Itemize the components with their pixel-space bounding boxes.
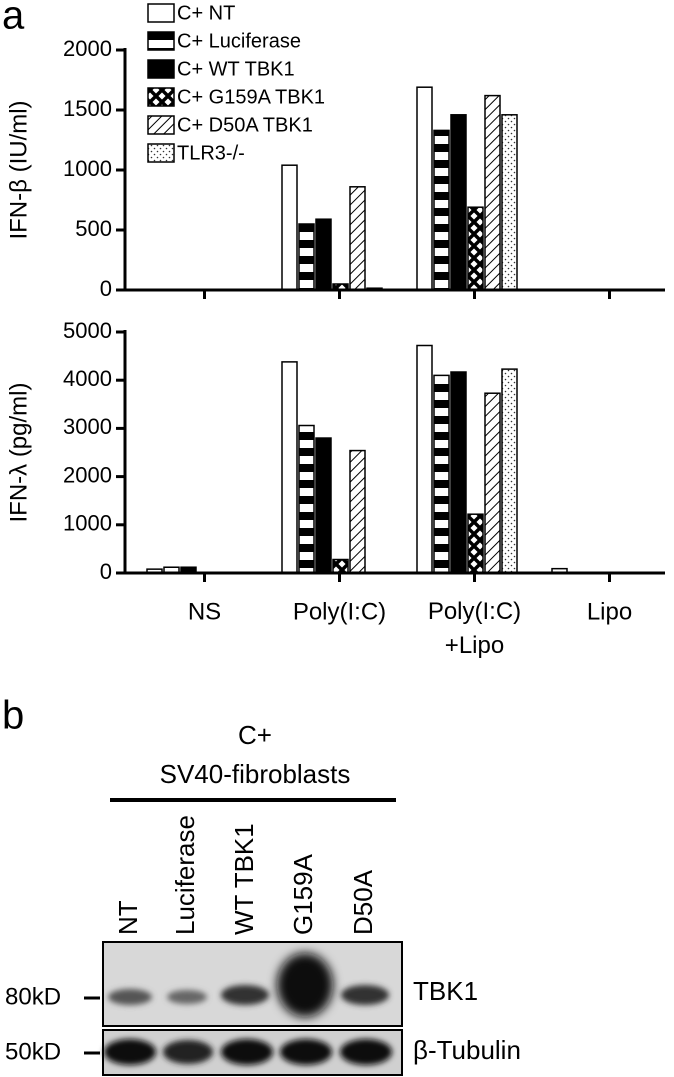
legend-swatch xyxy=(147,143,175,163)
legend-swatch xyxy=(147,115,175,135)
bar xyxy=(501,368,518,574)
x-tick-label-line: Poly(I:C) xyxy=(428,598,521,625)
legend-label: TLR3-/- xyxy=(177,142,245,164)
y-tick-label: 3000 xyxy=(63,414,112,439)
legend-label: C+ G159A TBK1 xyxy=(177,86,325,108)
bar xyxy=(484,94,501,291)
blot-header: SV40-fibroblasts xyxy=(160,759,351,789)
legend-swatch xyxy=(147,3,175,23)
bar xyxy=(450,371,467,574)
y-tick-label: 2000 xyxy=(63,462,112,487)
bar xyxy=(467,206,484,291)
y-tick-label: 1500 xyxy=(63,96,112,121)
marker-label: 80kD xyxy=(5,983,61,1010)
bands xyxy=(104,953,392,1065)
lane-label: Luciferase xyxy=(170,815,200,935)
lane-label: G159A xyxy=(288,853,318,935)
legend-label: C+ NT xyxy=(177,2,235,24)
legend-swatch xyxy=(147,31,175,51)
bar xyxy=(467,513,484,574)
y-tick-label: 2000 xyxy=(63,36,112,61)
legend: C+ NT C+ Luciferase C+ WT TBK1 C+ G159A TBK… xyxy=(147,2,325,164)
panel-label: b xyxy=(2,694,24,738)
x-tick-label: NS xyxy=(188,598,221,625)
bar xyxy=(349,449,366,574)
bar-chart: IFN-λ (pg/ml) 0 1000 2000 3000 4000 5000 NS Poly… xyxy=(5,318,665,659)
bar xyxy=(349,186,366,291)
bar xyxy=(298,223,315,291)
bar xyxy=(433,129,450,291)
bar xyxy=(281,361,298,574)
y-tick-label: 1000 xyxy=(63,511,112,536)
blot-membrane xyxy=(102,941,403,1027)
x-tick-label: Poly(I:C) +Lipo xyxy=(428,598,521,659)
bar-chart: IFN-β (IU/ml) 0 500 1000 1500 2000 C+ NT C+ Luc… xyxy=(5,2,665,301)
lane-label: NT xyxy=(113,900,143,935)
marker-label: 50kD xyxy=(5,1038,61,1065)
western-blot: C+ SV40-fibroblasts 80kD 50kD TBK1 β-Tub… xyxy=(5,720,521,1076)
panel-label: a xyxy=(2,0,25,38)
y-tick-label: 0 xyxy=(100,559,112,584)
y-tick-label: 1000 xyxy=(63,156,112,181)
bar xyxy=(281,164,298,291)
y-tick-label: 500 xyxy=(75,216,112,241)
bar xyxy=(315,218,332,291)
y-tick-label: 4000 xyxy=(63,366,112,391)
charts: IFN-β (IU/ml) 0 500 1000 1500 2000 C+ NT C+ Luc… xyxy=(5,2,665,659)
legend-label: C+ D50A TBK1 xyxy=(177,114,313,136)
bar xyxy=(501,114,518,291)
bar xyxy=(450,114,467,291)
bar xyxy=(416,344,433,574)
x-tick-label: Poly(I:C) xyxy=(293,598,386,625)
bar xyxy=(416,86,433,291)
legend-label: C+ WT TBK1 xyxy=(177,58,295,80)
bar xyxy=(332,558,349,574)
lane-label: D50A xyxy=(348,869,378,935)
bar xyxy=(315,437,332,574)
bar xyxy=(433,374,450,574)
protein-label: TBK1 xyxy=(413,976,478,1006)
lane-labels: NT Luciferase WT TBK1 G159A D50A xyxy=(113,815,378,935)
protein-label: β-Tubulin xyxy=(413,1035,521,1065)
y-axis-label: IFN-λ (pg/ml) xyxy=(5,383,32,523)
legend-swatch xyxy=(147,87,175,107)
legend-swatch xyxy=(147,59,175,79)
blot-header: C+ xyxy=(238,720,272,750)
y-tick-label: 0 xyxy=(100,276,112,301)
y-axis-label: IFN-β (IU/ml) xyxy=(5,100,32,239)
legend-label: C+ Luciferase xyxy=(177,30,301,52)
lane-label: WT TBK1 xyxy=(229,823,259,935)
bar xyxy=(298,424,315,574)
x-tick-label-line: +Lipo xyxy=(445,632,504,659)
y-tick-label: 5000 xyxy=(63,318,112,343)
bar xyxy=(484,392,501,574)
x-tick-label: Lipo xyxy=(587,598,632,625)
